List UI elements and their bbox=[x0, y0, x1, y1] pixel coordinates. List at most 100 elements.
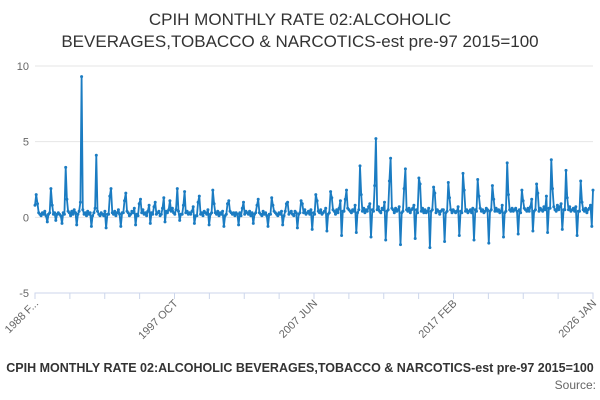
data-point-marker[interactable] bbox=[96, 209, 99, 213]
data-point-marker[interactable] bbox=[289, 209, 293, 213]
data-point-marker[interactable] bbox=[516, 232, 520, 236]
data-point-marker[interactable] bbox=[489, 208, 493, 212]
data-point-marker[interactable] bbox=[227, 199, 231, 203]
data-point-marker[interactable] bbox=[334, 212, 337, 216]
data-point-marker[interactable] bbox=[81, 208, 85, 212]
data-point-marker[interactable] bbox=[153, 200, 157, 204]
data-point-marker[interactable] bbox=[256, 197, 260, 201]
data-point-marker[interactable] bbox=[335, 208, 339, 212]
data-point-marker[interactable] bbox=[238, 211, 242, 215]
data-point-marker[interactable] bbox=[70, 209, 74, 213]
data-point-marker[interactable] bbox=[282, 214, 286, 218]
data-point-marker[interactable] bbox=[494, 206, 498, 210]
data-point-marker[interactable] bbox=[152, 205, 156, 209]
data-point-marker[interactable] bbox=[210, 211, 214, 215]
data-point-marker[interactable] bbox=[271, 203, 275, 207]
data-point-marker[interactable] bbox=[159, 212, 163, 216]
data-point-marker[interactable] bbox=[417, 176, 421, 180]
data-point-marker[interactable] bbox=[43, 209, 47, 213]
data-point-marker[interactable] bbox=[88, 211, 92, 215]
data-point-marker[interactable] bbox=[352, 209, 356, 213]
data-point-marker[interactable] bbox=[298, 211, 302, 215]
data-point-marker[interactable] bbox=[302, 211, 306, 215]
data-point-marker[interactable] bbox=[175, 187, 179, 191]
data-point-marker[interactable] bbox=[174, 208, 178, 212]
data-point-marker[interactable] bbox=[114, 214, 118, 218]
data-point-marker[interactable] bbox=[427, 206, 431, 210]
data-point-marker[interactable] bbox=[60, 221, 64, 225]
data-point-marker[interactable] bbox=[169, 209, 173, 213]
data-point-marker[interactable] bbox=[211, 188, 215, 192]
data-point-marker[interactable] bbox=[472, 238, 476, 242]
data-point-marker[interactable] bbox=[418, 182, 422, 186]
data-point-marker[interactable] bbox=[450, 211, 454, 215]
data-point-marker[interactable] bbox=[71, 212, 75, 216]
data-point-marker[interactable] bbox=[89, 224, 93, 228]
data-point-marker[interactable] bbox=[399, 243, 402, 247]
data-point-marker[interactable] bbox=[477, 194, 481, 198]
data-point-marker[interactable] bbox=[342, 209, 346, 213]
data-point-marker[interactable] bbox=[44, 214, 48, 218]
data-point-marker[interactable] bbox=[422, 211, 426, 215]
data-point-marker[interactable] bbox=[163, 220, 167, 224]
data-point-marker[interactable] bbox=[49, 187, 53, 191]
data-point-marker[interactable] bbox=[443, 240, 447, 243]
data-point-marker[interactable] bbox=[64, 165, 68, 169]
data-point-marker[interactable] bbox=[270, 196, 274, 200]
data-point-marker[interactable] bbox=[560, 227, 564, 231]
data-point-marker[interactable] bbox=[115, 211, 119, 215]
data-point-marker[interactable] bbox=[67, 211, 71, 215]
data-point-marker[interactable] bbox=[585, 211, 589, 215]
data-point-marker[interactable] bbox=[591, 188, 595, 192]
data-point-marker[interactable] bbox=[50, 203, 54, 207]
data-point-marker[interactable] bbox=[196, 200, 200, 204]
data-point-marker[interactable] bbox=[170, 206, 174, 210]
data-point-marker[interactable] bbox=[129, 212, 133, 216]
data-point-marker[interactable] bbox=[500, 203, 504, 207]
data-point-marker[interactable] bbox=[369, 235, 373, 239]
data-point-marker[interactable] bbox=[386, 208, 390, 212]
data-point-marker[interactable] bbox=[568, 205, 572, 209]
data-point-marker[interactable] bbox=[107, 212, 111, 216]
data-point-marker[interactable] bbox=[416, 211, 420, 215]
data-point-marker[interactable] bbox=[582, 209, 586, 213]
data-point-marker[interactable] bbox=[192, 221, 196, 225]
data-point-marker[interactable] bbox=[167, 208, 171, 212]
data-point-marker[interactable] bbox=[91, 214, 95, 218]
data-point-marker[interactable] bbox=[413, 237, 417, 240]
data-point-marker[interactable] bbox=[555, 203, 559, 207]
data-point-marker[interactable] bbox=[319, 208, 323, 212]
data-point-marker[interactable] bbox=[354, 231, 358, 234]
data-point-marker[interactable] bbox=[505, 161, 509, 165]
data-point-marker[interactable] bbox=[173, 212, 177, 216]
data-point-marker[interactable] bbox=[526, 206, 530, 210]
data-point-marker[interactable] bbox=[337, 206, 341, 210]
legend-item-label[interactable]: CPIH MONTHLY RATE 02:ALCOHOLIC BEVERAGES… bbox=[6, 361, 594, 375]
data-point-marker[interactable] bbox=[299, 199, 303, 203]
data-point-marker[interactable] bbox=[232, 211, 236, 215]
data-point-marker[interactable] bbox=[325, 229, 329, 233]
data-point-marker[interactable] bbox=[206, 208, 210, 212]
data-point-marker[interactable] bbox=[215, 212, 218, 216]
data-point-marker[interactable] bbox=[506, 193, 510, 197]
data-point-marker[interactable] bbox=[59, 214, 63, 218]
data-point-marker[interactable] bbox=[300, 202, 304, 206]
data-point-marker[interactable] bbox=[112, 212, 115, 216]
data-point-marker[interactable] bbox=[578, 209, 581, 213]
data-point-marker[interactable] bbox=[565, 196, 569, 200]
data-point-marker[interactable] bbox=[514, 206, 518, 210]
data-point-marker[interactable] bbox=[401, 209, 405, 213]
data-point-marker[interactable] bbox=[457, 234, 461, 237]
data-point-marker[interactable] bbox=[294, 211, 298, 215]
data-point-marker[interactable] bbox=[248, 209, 252, 213]
data-point-marker[interactable] bbox=[448, 196, 451, 200]
data-point-marker[interactable] bbox=[205, 212, 209, 216]
data-point-marker[interactable] bbox=[76, 212, 80, 216]
data-point-marker[interactable] bbox=[349, 211, 353, 215]
data-point-marker[interactable] bbox=[407, 206, 411, 210]
data-point-marker[interactable] bbox=[558, 205, 562, 209]
data-point-marker[interactable] bbox=[499, 209, 503, 213]
data-point-marker[interactable] bbox=[445, 209, 449, 213]
data-point-marker[interactable] bbox=[217, 214, 221, 218]
data-point-marker[interactable] bbox=[324, 206, 328, 210]
